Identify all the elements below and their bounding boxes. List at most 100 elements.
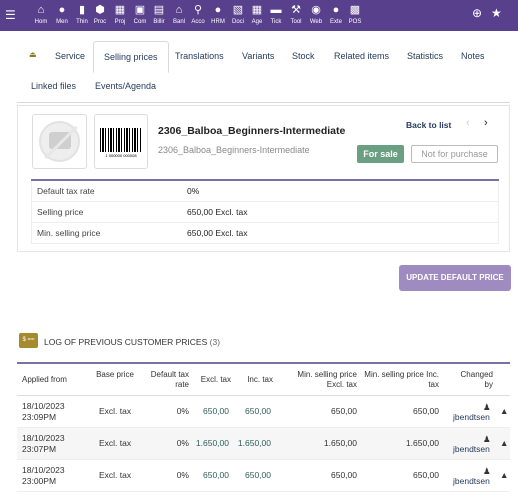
chevron-left-icon[interactable]: ‹: [466, 117, 470, 129]
cell-date: 18/10/2023: [22, 401, 65, 411]
user-icon: ♟: [483, 402, 491, 412]
cell-min-excl: 1.650,00: [323, 438, 357, 448]
info-label: Min. selling price: [37, 228, 101, 238]
tab-variants[interactable]: Variants: [242, 51, 275, 61]
cell-tax-rate: 0%: [176, 438, 189, 448]
cell-excl-tax: 650,00: [203, 406, 229, 416]
cube-icon: ⬢: [95, 4, 105, 16]
user-link[interactable]: jbendtsen: [453, 412, 490, 422]
star-icon[interactable]: ★: [491, 6, 502, 20]
product-card: 1 000000 000008 2306_Balboa_Beginners-In…: [17, 105, 510, 252]
tab-translations[interactable]: Translations: [175, 51, 224, 61]
nav-projects[interactable]: ▦ Proj: [110, 3, 130, 29]
nav-products[interactable]: ⬢ Proc: [90, 3, 110, 29]
nav-website[interactable]: ◉ Web: [306, 3, 326, 29]
info-row: Min. selling price 650,00 Excl. tax: [31, 223, 499, 244]
col-applied-from: Applied from: [22, 375, 67, 384]
cell-min-excl: 650,00: [331, 406, 357, 416]
tab-events-agenda[interactable]: Events/Agenda: [95, 81, 157, 91]
building-icon: ▮: [78, 4, 86, 16]
puzzle-icon: ●: [332, 4, 340, 16]
info-value: 650,00 Excl. tax: [187, 228, 248, 238]
wrench-icon: ⚒: [291, 4, 301, 16]
col-min-excl: Min. selling price Excl. tax: [297, 370, 357, 389]
nav-accounting[interactable]: ⚲ Acco: [188, 3, 208, 29]
nav-tickets[interactable]: ▬ Tick: [266, 3, 286, 29]
info-value: 650,00 Excl. tax: [187, 207, 248, 217]
nav-documents[interactable]: ▧ Doci: [228, 3, 248, 29]
info-row: Selling price 650,00 Excl. tax: [31, 202, 499, 223]
product-ref: 2306_Balboa_Beginners-Intermediate: [158, 145, 310, 155]
nav-pos[interactable]: ▩ POS: [345, 3, 365, 29]
nav-bank[interactable]: ⌂ Banl: [169, 3, 189, 29]
top-navbar: ☰ ⌂ Hom ● Men ▮ Thin ⬢ Proc ▦ Proj ▣ Com ▤ Bill…: [0, 0, 518, 31]
cell-inc-tax: 1.650,00: [237, 438, 271, 448]
cell-time: 23:00PM: [22, 476, 57, 486]
users-icon: ●: [214, 4, 222, 16]
tab-related-items[interactable]: Related items: [334, 51, 390, 61]
no-photo-placeholder[interactable]: [32, 114, 87, 169]
update-default-price-button[interactable]: UPDATE DEFAULT PRICE: [399, 265, 511, 291]
nav-agenda[interactable]: ▦ Age: [247, 3, 267, 29]
plus-circle-icon[interactable]: ⊕: [472, 6, 483, 20]
barcode-image: 1 000000 000008: [94, 114, 148, 169]
price-info-table: Default tax rate 0% Selling price 650,00…: [31, 179, 499, 244]
log-title-text: LOG OF PREVIOUS CUSTOMER PRICES: [44, 337, 208, 347]
back-to-list-link[interactable]: Back to list: [406, 120, 452, 130]
nav-hrm[interactable]: ● HRM: [208, 3, 228, 29]
cell-min-inc: 1.650,00: [405, 438, 439, 448]
trash-icon[interactable]: ▲: [500, 406, 509, 416]
nav-commercial[interactable]: ▣ Com: [130, 3, 150, 29]
status-badge-not-for-purchase[interactable]: Not for purchase: [411, 145, 498, 163]
calendar-icon: ▦: [251, 4, 263, 16]
user-link[interactable]: jbendtsen: [453, 476, 490, 486]
log-count: (3): [209, 337, 221, 347]
folder-icon: ▧: [232, 4, 244, 16]
tab-selling-prices[interactable]: Selling prices: [93, 41, 169, 73]
nav-members[interactable]: ● Men: [52, 3, 72, 29]
cell-base-price: Excl. tax: [99, 470, 132, 480]
cell-inc-tax: 650,00: [245, 406, 271, 416]
trash-icon[interactable]: ▲: [500, 470, 509, 480]
user-icon: ●: [58, 4, 66, 16]
info-label: Default tax rate: [37, 186, 95, 196]
barcode-number: 1 000000 000008: [105, 153, 137, 158]
hamburger-icon[interactable]: ☰: [5, 8, 16, 22]
nav-billing[interactable]: ▤ Billir: [149, 3, 169, 29]
nav-thirdparties[interactable]: ▮ Thin: [72, 3, 92, 29]
eject-icon[interactable]: ⏏: [29, 50, 37, 59]
product-title: 2306_Balboa_Beginners-Intermediate: [158, 125, 346, 137]
briefcase-icon: ▣: [134, 4, 146, 16]
col-min-inc: Min. selling price Inc. tax: [364, 370, 439, 389]
ticket-icon: ▬: [270, 4, 282, 16]
cell-excl-tax: 1.650,00: [195, 438, 229, 448]
user-icon: ♟: [483, 434, 491, 444]
tab-notes[interactable]: Notes: [461, 51, 485, 61]
cell-min-inc: 650,00: [413, 470, 439, 480]
cell-excl-tax: 650,00: [203, 470, 229, 480]
cell-tax-rate: 0%: [176, 406, 189, 416]
tab-linked-files[interactable]: Linked files: [31, 81, 77, 91]
trash-icon[interactable]: ▲: [500, 438, 509, 448]
sitemap-icon: ▦: [114, 4, 126, 16]
user-link[interactable]: jbendtsen: [453, 444, 490, 454]
nav-home[interactable]: ⌂ Hom: [31, 3, 51, 29]
cell-min-inc: 650,00: [413, 406, 439, 416]
nav-external[interactable]: ● Exte: [326, 3, 346, 29]
globe-icon: ◉: [311, 4, 321, 16]
tab-statistics[interactable]: Statistics: [407, 51, 444, 61]
table-header: Applied from Base price Default tax rate…: [17, 364, 510, 396]
chevron-right-icon[interactable]: ›: [484, 117, 488, 129]
log-title: LOG OF PREVIOUS CUSTOMER PRICES (3): [44, 337, 220, 347]
col-inc-tax: Inc. tax: [247, 375, 273, 384]
tab-stock[interactable]: Stock: [292, 51, 315, 61]
cell-min-excl: 650,00: [331, 470, 357, 480]
nav-tools[interactable]: ⚒ Tool: [286, 3, 306, 29]
table-row: 18/10/2023 23:00PM Excl. tax 0% 650,00 6…: [17, 460, 510, 492]
status-badge-for-sale[interactable]: For sale: [357, 145, 404, 163]
price-list-icon: $ ==: [19, 333, 38, 348]
col-default-tax-rate: Default tax rate: [150, 370, 189, 389]
cash-register-icon: ▩: [349, 4, 361, 16]
tab-service[interactable]: Service: [55, 51, 86, 61]
cell-time: 23:09PM: [22, 412, 57, 422]
